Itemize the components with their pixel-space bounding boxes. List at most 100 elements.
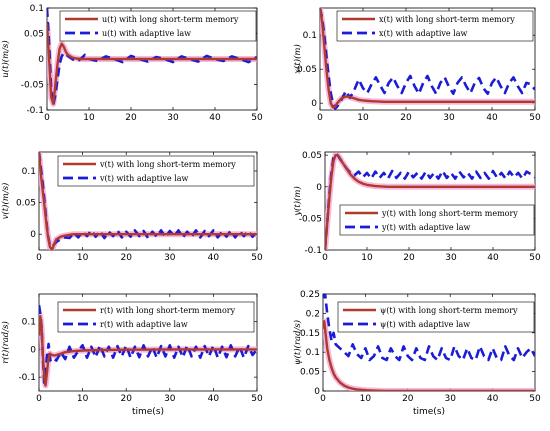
x-tick-label: 30 (445, 253, 457, 263)
x-tick-label: 40 (486, 113, 498, 123)
y-tick-label: 0.05 (297, 65, 317, 75)
series-adaptive-line (323, 294, 535, 362)
y-tick-label: 0.1 (22, 318, 36, 328)
y-tick-label: 0.05 (302, 151, 322, 161)
y-tick-label: 0 (30, 345, 36, 355)
y-axis-label: ψ(t)(rad/s) (292, 320, 303, 365)
legend: y(t) with long short-term memory y(t) wit… (339, 204, 535, 236)
y-tick-label: 0.1 (306, 348, 320, 358)
y-tick-label: 0 (30, 230, 36, 240)
x-tick-label: 40 (208, 394, 220, 404)
legend: ψ(t) with long short-term memory ψ(t) wit… (337, 301, 535, 333)
panel-y: 0 10 20 30 40 50 -0.1 -0.05 0 0.05 y(t)(m) y(t) wit… (292, 151, 541, 263)
series-lstm-line (323, 320, 535, 391)
y-tick-label: 0.1 (30, 4, 44, 14)
legend-label-adaptive: r(t) with adaptive law (100, 320, 188, 329)
legend: r(t) with long short-term memory r(t) wit… (57, 301, 255, 333)
series-lstm-line (47, 23, 257, 106)
y-tick-label: -0.1 (304, 246, 322, 256)
series-lstm-line (325, 153, 535, 250)
x-tick-label: 30 (164, 394, 176, 404)
y-axis-label: y(t)(m) (292, 186, 303, 217)
y-tick-label: -0.1 (18, 373, 36, 383)
x-tick-label: 50 (529, 253, 541, 263)
x-tick-label: 10 (361, 253, 373, 263)
legend-label-lstm: v(t) with long short-term memory (99, 160, 236, 169)
x-tick-label: 10 (360, 394, 372, 404)
series-lstm-line (39, 315, 257, 387)
y-tick-label: 0.2 (306, 309, 320, 319)
x-tick-label: 0 (44, 113, 50, 123)
y-tick-label: -0.05 (299, 214, 322, 224)
x-tick-label: 20 (125, 113, 137, 123)
x-tick-label: 40 (487, 253, 499, 263)
y-tick-label: 0.1 (22, 167, 36, 177)
legend: x(t) with long short-term memory x(t) wit… (336, 10, 534, 42)
x-tick-label: 0 (322, 253, 328, 263)
panel-u: 0 10 20 30 40 50 -0.1 -0.05 0 0.05 0.1 u(t)(m/s) u(t… (0, 4, 263, 123)
x-tick-label: 30 (443, 113, 455, 123)
legend-label-lstm: r(t) with long short-term memory (100, 306, 236, 315)
x-tick-label: 20 (402, 394, 414, 404)
y-tick-label: 0.05 (24, 30, 44, 40)
panel-v: 0 10 20 30 40 50 0 0.05 0.1 v(t)(m/s) v(t) with lo… (0, 151, 263, 263)
y-tick-label: 0.05 (300, 368, 320, 378)
x-tick-label: 0 (36, 253, 42, 263)
x-tick-label: 40 (487, 394, 499, 404)
x-tick-label: 50 (251, 113, 263, 123)
legend-label-adaptive: x(t) with adaptive law (379, 29, 468, 38)
x-tick-label: 10 (77, 253, 89, 263)
y-axis-label: v(t)(m/s) (0, 183, 11, 220)
legend-label-adaptive: v(t) with adaptive law (99, 174, 189, 183)
legend-label-lstm: x(t) with long short-term memory (379, 15, 515, 24)
legend-label-adaptive: y(t) with adaptive law (381, 223, 471, 232)
x-axis-label: time(s) (413, 407, 445, 417)
x-axis-label: time(s) (132, 407, 164, 417)
x-tick-label: 30 (164, 253, 176, 263)
panel-psi: 0 10 20 30 40 50 0 0.05 0.1 0.15 0.2 0.25 ψ(t)(rad/s… (292, 290, 541, 417)
legend-box (57, 301, 255, 333)
x-tick-label: 10 (357, 113, 369, 123)
y-axis-label: r(t)(rad/s) (0, 321, 11, 364)
x-tick-label: 20 (400, 113, 412, 123)
x-tick-label: 30 (167, 113, 179, 123)
panel-x: 0 10 20 30 40 50 0 0.05 0.1x(t)(m) x(t) with long… (292, 7, 541, 123)
x-tick-label: 50 (251, 394, 263, 404)
x-tick-label: 20 (120, 253, 132, 263)
x-tick-label: 30 (444, 394, 456, 404)
legend-label-lstm: y(t) with long short-term memory (381, 209, 518, 218)
legend-label-adaptive: u(t) with adaptive law (102, 29, 191, 38)
legend: v(t) with long short-term memory v(t) wit… (57, 155, 255, 187)
y-tick-label: 0.1 (303, 31, 317, 41)
x-tick-label: 0 (320, 394, 326, 404)
y-tick-label: 0 (311, 99, 317, 109)
legend-box (57, 155, 255, 187)
legend: u(t) with long short-term memory u(t) wit… (59, 10, 257, 42)
x-tick-label: 0 (317, 113, 323, 123)
legend-label-adaptive: ψ(t) with adaptive law (380, 320, 470, 329)
x-tick-label: 50 (529, 113, 541, 123)
y-tick-label: 0.25 (300, 290, 320, 300)
x-tick-label: 20 (120, 394, 132, 404)
y-axis-label: u(t)(m/s) (0, 40, 11, 77)
legend-label-lstm: u(t) with long short-term memory (102, 15, 239, 24)
series-adaptive-line (39, 304, 257, 385)
y-tick-label: 0.05 (16, 199, 36, 209)
panel-r: 0 10 20 30 40 50 -0.1 0 0.1 r(t)(rad/s) time(s) r(t… (0, 293, 263, 417)
y-tick-label: 0.15 (300, 329, 320, 339)
legend-label-lstm: ψ(t) with long short-term memory (380, 306, 518, 315)
y-axis-label: x(t)(m) (292, 44, 303, 74)
series-adaptive-line (47, 8, 257, 107)
x-tick-label: 0 (36, 394, 42, 404)
legend-box (59, 10, 257, 42)
x-tick-label: 10 (77, 394, 89, 404)
plot-area (324, 151, 536, 251)
y-tick-label: 0 (316, 183, 322, 193)
x-tick-label: 10 (83, 113, 95, 123)
series-lstm-line (39, 152, 257, 250)
y-tick-label: -0.05 (21, 81, 44, 91)
x-tick-label: 50 (529, 394, 541, 404)
y-tick-label: 0 (38, 55, 44, 65)
legend-box (336, 10, 534, 42)
